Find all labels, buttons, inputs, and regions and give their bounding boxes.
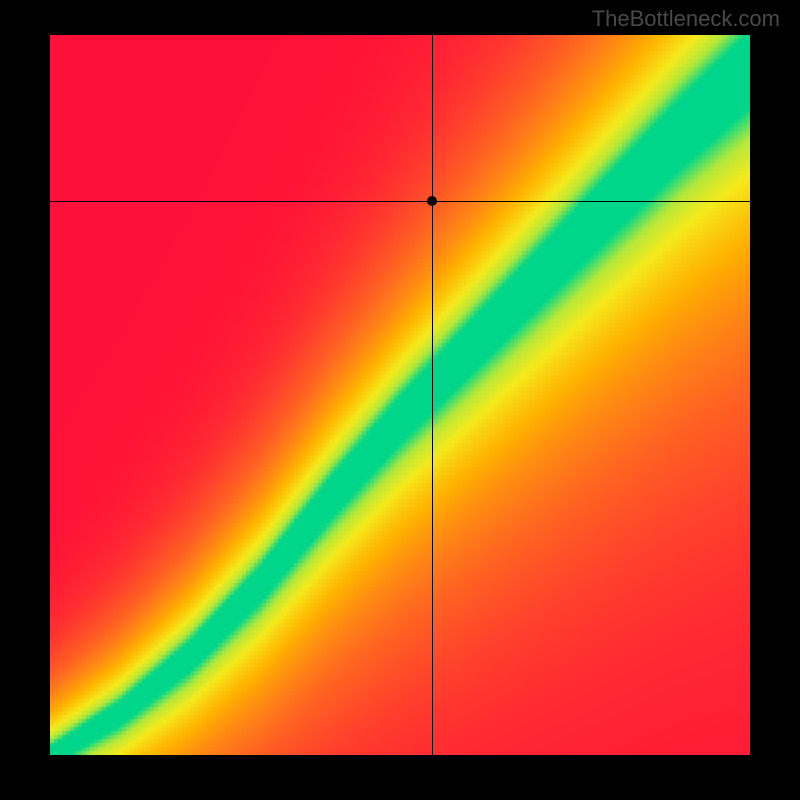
chart-container: TheBottleneck.com (0, 0, 800, 800)
crosshair-horizontal (50, 201, 750, 202)
crosshair-marker (427, 196, 437, 206)
plot-area (50, 35, 750, 755)
crosshair-vertical (432, 35, 433, 755)
watermark-text: TheBottleneck.com (592, 6, 780, 32)
heatmap-canvas (50, 35, 750, 755)
